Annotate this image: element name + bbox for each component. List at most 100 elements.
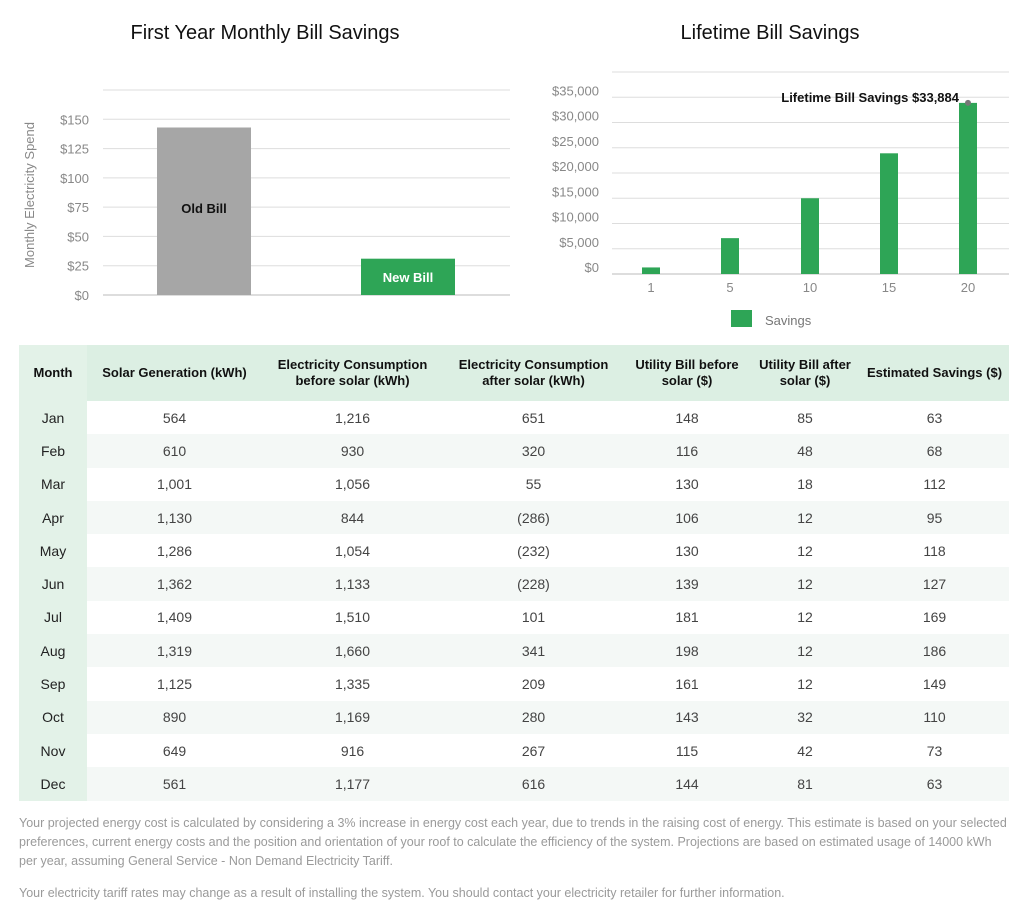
y-tick-label: $35,000 [552,83,599,98]
y-tick-label: $10,000 [552,210,599,225]
table-row: Dec 561 1,177 616 144 81 63 [19,767,1009,801]
table-cell: 12 [750,500,860,535]
bar-label: New Bill [383,270,434,285]
y-tick-label: $50 [67,229,89,244]
table-cell: 63 [860,401,1009,435]
table-cell: 55 [443,467,624,501]
table-cell: 118 [860,534,1009,568]
table-cell: 116 [624,434,750,468]
bar-year-1 [642,267,660,274]
table-cell: 1,362 [87,567,262,601]
table-cell: 651 [443,401,624,435]
bar-new-bill [361,258,455,295]
table-cell: 649 [87,733,262,768]
table-cell: 1,054 [262,534,443,568]
table-cell: 18 [750,467,860,501]
x-tick-label: 10 [803,280,817,295]
bar-year-15 [880,153,898,274]
table-cell: 198 [624,634,750,668]
month-cell: Mar [19,467,87,501]
tariff-footnote: Your electricity tariff rates may change… [19,886,785,900]
table-cell: 1,125 [87,667,262,701]
table-cell: 149 [860,667,1009,701]
y-tick-label: $30,000 [552,109,599,124]
month-cell: Jun [19,567,87,601]
table-cell: 73 [860,733,1009,768]
annotation-label: Lifetime Bill Savings $33,884 [781,90,960,105]
table-cell: 890 [87,700,262,734]
legend-label: Savings [765,313,812,328]
table-cell: 186 [860,634,1009,668]
y-tick-label: $5,000 [559,235,599,250]
y-axis-label: Monthly Electricity Spend [22,122,37,268]
table-row: Sep 1,125 1,335 209 161 12 149 [19,667,1009,701]
table-cell: 209 [443,667,624,701]
table-cell: 610 [87,434,262,468]
month-cell: Jul [19,600,87,635]
table-cell: 1,133 [262,567,443,601]
table-cell: 127 [860,567,1009,601]
table-cell: 161 [624,667,750,701]
table-cell: 267 [443,733,624,768]
table-cell: 1,177 [262,767,443,801]
table-cell: 930 [262,434,443,468]
month-cell: May [19,534,87,568]
x-tick-label: 5 [726,280,733,295]
table-cell: 139 [624,567,750,601]
monthly-bill-chart: $0 $25 $50 $75 $100 $125 $150 Monthly Electrici… [22,89,510,303]
annotation-marker [965,99,971,106]
month-cell: Jan [19,401,87,435]
table-cell: (286) [443,500,624,535]
column-header: Electricity Consumption after solar (kWh… [443,345,624,401]
table-cell: 130 [624,534,750,568]
x-tick-label: 15 [882,280,896,295]
projection-footnote: Your projected energy cost is calculated… [19,816,1007,868]
table-cell: 564 [87,401,262,435]
table-cell: 143 [624,700,750,734]
table-cell: 148 [624,401,750,435]
table-cell: 110 [860,700,1009,734]
table-cell: 68 [860,434,1009,468]
column-header: Utility Bill before solar ($) [624,345,750,401]
table-cell: 144 [624,767,750,801]
table-cell: 12 [750,667,860,701]
y-tick-label: $25 [67,259,89,274]
y-tick-label: $125 [60,142,89,157]
bar-label: Old Bill [181,201,227,216]
table-cell: 341 [443,634,624,668]
table-cell: 81 [750,767,860,801]
table-cell: 85 [750,401,860,435]
legend-swatch [731,310,752,327]
table-cell: 1,510 [262,600,443,635]
lifetime-chart-title: Lifetime Bill Savings [680,22,860,44]
table-cell: 32 [750,700,860,734]
table-cell: 1,335 [262,667,443,701]
table-cell: 844 [262,500,443,535]
table-cell: 1,409 [87,600,262,635]
monthly-breakdown-table: Month Solar Generation (kWh) Electricity C… [19,345,1009,801]
table-cell: 616 [443,767,624,801]
y-tick-label: $75 [67,200,89,215]
table-row: Nov 649 916 267 115 42 73 [19,733,1009,768]
table-header-row: Month Solar Generation (kWh) Electricity C… [19,345,1009,401]
table-row: Jan 564 1,216 651 148 85 63 [19,401,1009,435]
table-cell: (228) [443,567,624,601]
y-tick-label: $150 [60,112,89,127]
month-cell: Feb [19,434,87,468]
table-row: Jun 1,362 1,133 (228) 139 12 127 [19,567,1009,601]
x-tick-label: 1 [647,280,654,295]
month-cell: Apr [19,500,87,535]
bar-year-10 [801,198,819,274]
column-header: Utility Bill after solar ($) [750,345,860,401]
monthly-chart-title: First Year Monthly Bill Savings [130,22,400,44]
table-cell: 320 [443,434,624,468]
column-header: Solar Generation (kWh) [87,345,262,401]
table-cell: 280 [443,700,624,734]
bar-old-bill [157,127,251,295]
table-cell: 1,216 [262,401,443,435]
bar-year-20 [959,102,977,274]
table-cell: 112 [860,467,1009,501]
table-cell: 1,169 [262,700,443,734]
table-cell: 12 [750,634,860,668]
table-cell: 1,130 [87,500,262,535]
